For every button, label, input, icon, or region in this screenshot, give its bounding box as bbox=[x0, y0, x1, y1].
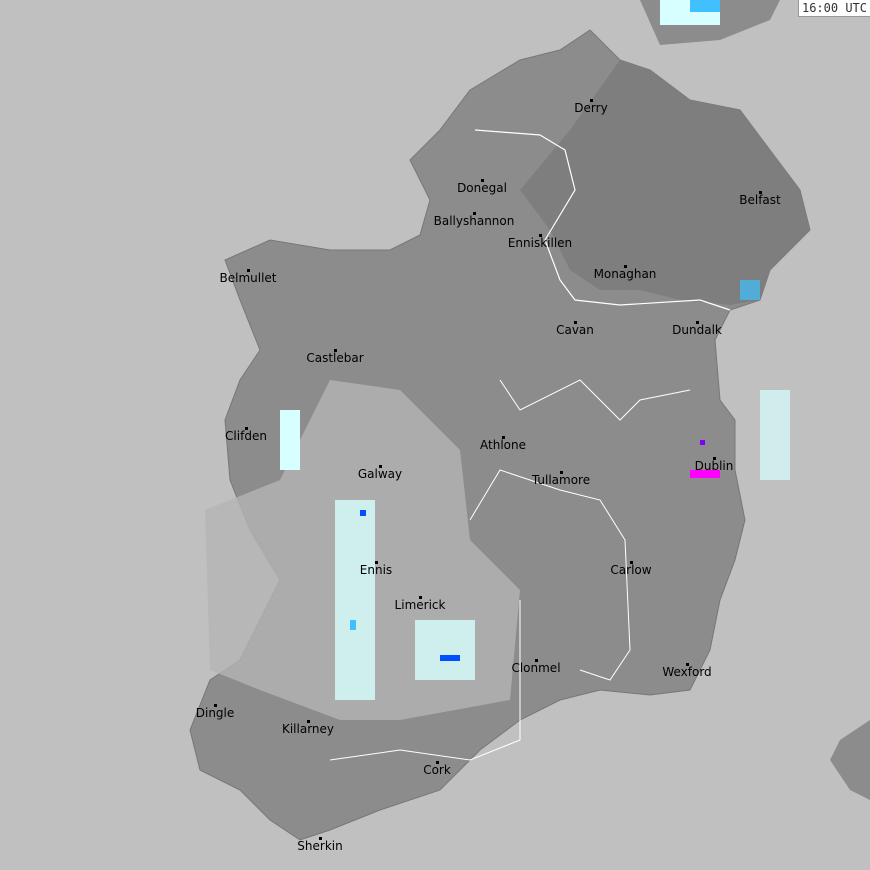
northern-ireland bbox=[520, 60, 810, 305]
city-dot bbox=[319, 837, 322, 840]
city-dot bbox=[590, 99, 593, 102]
city-label: Sherkin bbox=[297, 839, 343, 853]
city-label: Belmullet bbox=[219, 271, 277, 285]
city-label: Cavan bbox=[556, 323, 594, 337]
city-dot bbox=[535, 659, 538, 662]
city-dot bbox=[245, 427, 248, 430]
city-dot bbox=[630, 561, 633, 564]
city-dot bbox=[247, 269, 250, 272]
city-label: Donegal bbox=[457, 181, 507, 195]
city-label: Limerick bbox=[394, 598, 446, 612]
city-label: Killarney bbox=[281, 722, 335, 736]
city-label: Dublin bbox=[694, 459, 734, 473]
city-label: Tullamore bbox=[531, 473, 591, 487]
county-line bbox=[329, 600, 521, 761]
city-dot bbox=[696, 321, 699, 324]
city-dot bbox=[759, 191, 762, 194]
city-label: Enniskillen bbox=[507, 236, 573, 250]
city-label: Clonmel bbox=[511, 661, 561, 675]
city-label: Carlow bbox=[610, 563, 652, 577]
city-dot bbox=[686, 663, 689, 666]
wales-coast bbox=[830, 720, 870, 800]
city-dot bbox=[334, 349, 337, 352]
city-dot bbox=[379, 465, 382, 468]
city-label: Clifden bbox=[225, 429, 267, 443]
city-dot bbox=[560, 471, 563, 474]
city-dot bbox=[502, 436, 505, 439]
county-line bbox=[469, 469, 631, 681]
city-dot bbox=[307, 720, 310, 723]
city-dot bbox=[624, 265, 627, 268]
city-dot bbox=[214, 704, 217, 707]
city-label: Athlone bbox=[480, 438, 526, 452]
city-label: Dingle bbox=[195, 706, 235, 720]
city-label: Dundalk bbox=[672, 323, 722, 337]
city-label: Ennis bbox=[359, 563, 393, 577]
city-dot bbox=[436, 761, 439, 764]
city-label: Monaghan bbox=[593, 267, 657, 281]
city-label: Castlebar bbox=[306, 351, 364, 365]
city-dot bbox=[539, 234, 542, 237]
rain-cells bbox=[280, 0, 790, 700]
city-label: Wexford bbox=[662, 665, 712, 679]
city-dot bbox=[473, 212, 476, 215]
city-label: Belfast bbox=[739, 193, 781, 207]
border-line bbox=[474, 129, 731, 311]
city-dot bbox=[419, 596, 422, 599]
city-dot bbox=[481, 179, 484, 182]
city-label: Cork bbox=[423, 763, 451, 777]
city-label: Derry bbox=[574, 101, 608, 115]
county-line bbox=[499, 379, 691, 421]
timestamp: 16:00 UTC bbox=[797, 0, 870, 17]
city-dot bbox=[375, 561, 378, 564]
city-dot bbox=[713, 457, 716, 460]
city-dot bbox=[574, 321, 577, 324]
city-label: Ballyshannon bbox=[433, 214, 515, 228]
city-label: Galway bbox=[357, 467, 403, 481]
